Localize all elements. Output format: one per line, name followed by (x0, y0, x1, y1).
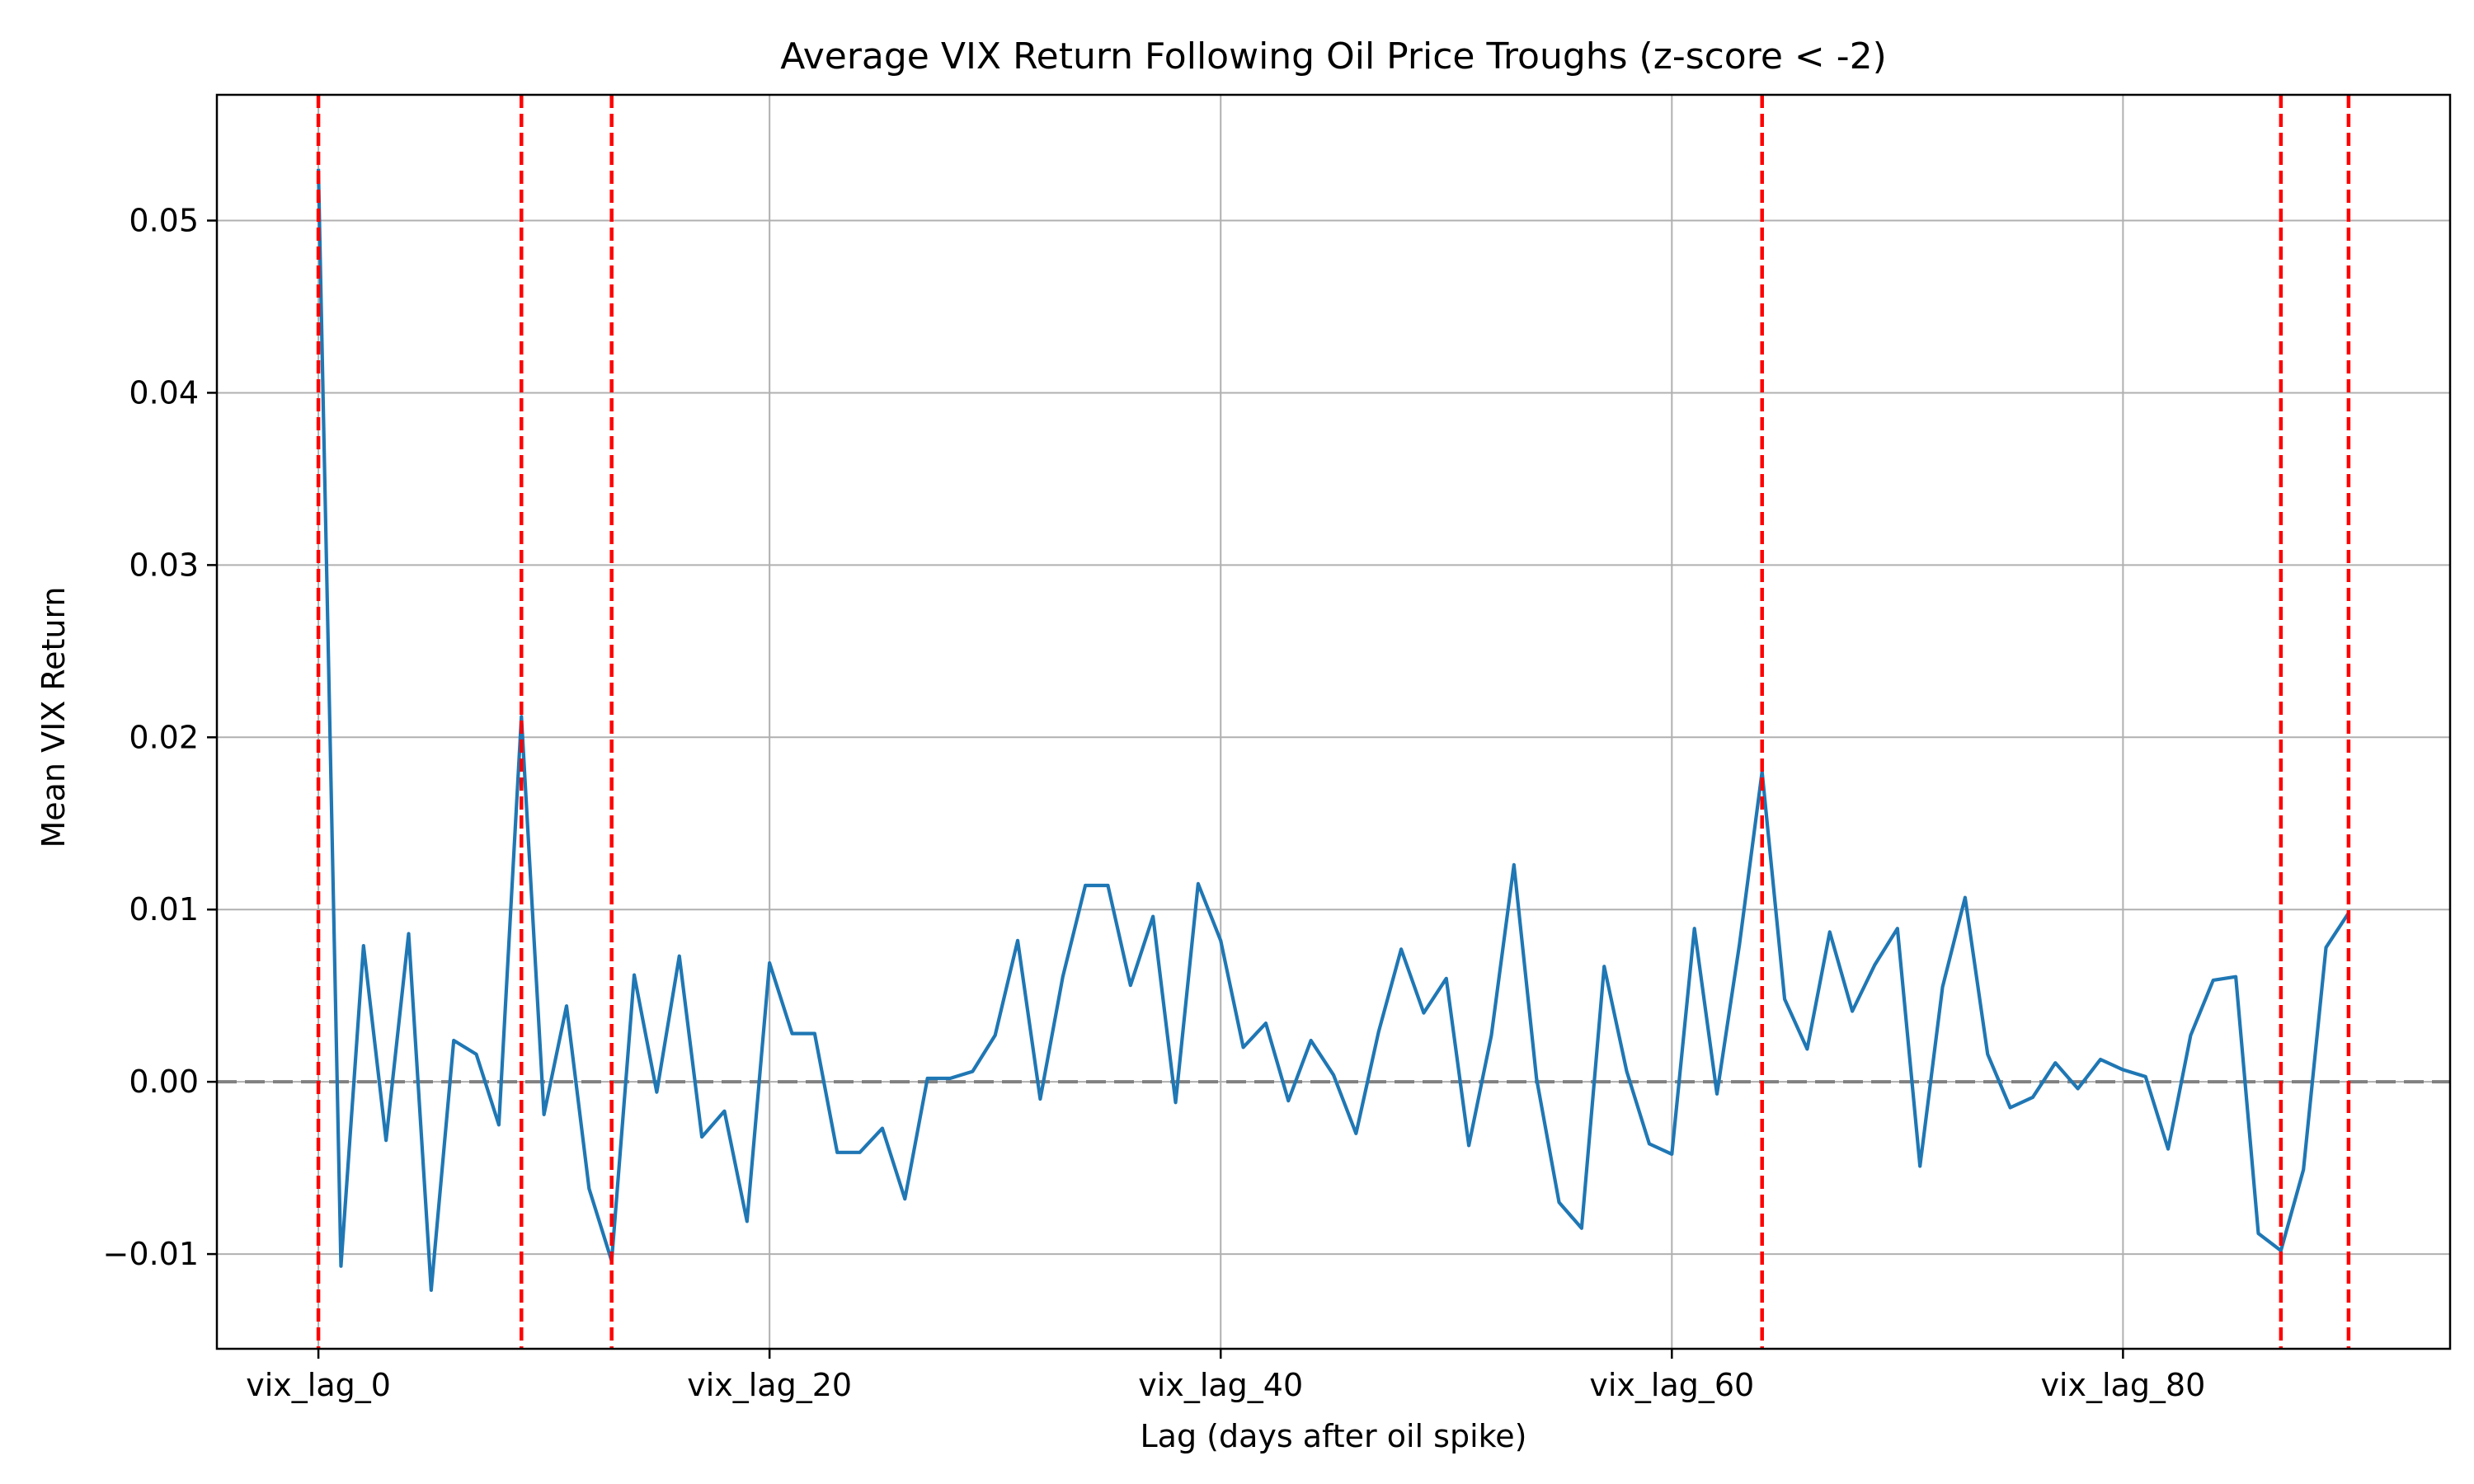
y-tick-label: 0.04 (129, 374, 199, 411)
x-tick-label: vix_lag_40 (1138, 1367, 1303, 1403)
x-tick-label: vix_lag_20 (687, 1367, 852, 1403)
y-tick-label: 0.05 (129, 203, 199, 239)
data-series (316, 168, 2350, 1293)
x-axis-ticks: vix_lag_0 vix_lag_20 vix_lag_40 vix_lag_60 v… (246, 1349, 2205, 1403)
x-tick-label: vix_lag_60 (1589, 1367, 1754, 1403)
y-tick-label: 0.02 (129, 719, 199, 755)
y-tick-label: 0.00 (129, 1064, 199, 1100)
y-tick-label: 0.03 (129, 547, 199, 583)
y-axis-ticks: −0.01 0.00 0.01 0.02 0.03 0.04 0.05 (103, 203, 217, 1272)
y-tick-label: −0.01 (103, 1236, 199, 1272)
x-tick-label: vix_lag_80 (2040, 1367, 2205, 1403)
plot-frame (215, 93, 2452, 1350)
chart-title: Average VIX Return Following Oil Price T… (780, 35, 1887, 77)
x-axis-label: Lag (days after oil spike) (1140, 1418, 1526, 1454)
trough-markers (316, 95, 2351, 1349)
y-axis-label: Mean VIX Return (35, 586, 72, 848)
y-tick-label: 0.01 (129, 891, 199, 928)
x-tick-label: vix_lag_0 (246, 1367, 391, 1403)
